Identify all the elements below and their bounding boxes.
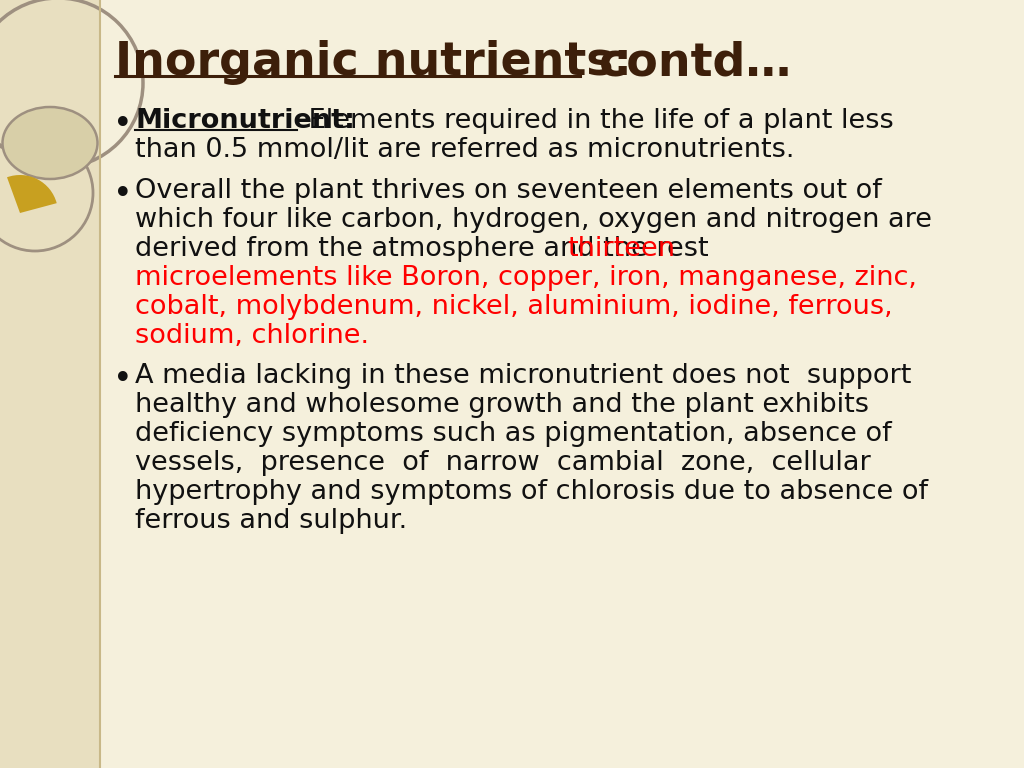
Ellipse shape [2, 107, 97, 179]
FancyBboxPatch shape [0, 0, 100, 768]
Text: derived from the atmosphere and the rest: derived from the atmosphere and the rest [135, 236, 717, 262]
Text: •: • [113, 108, 133, 141]
Text: microelements like Boron, copper, iron, manganese, zinc,: microelements like Boron, copper, iron, … [135, 265, 916, 291]
Text: •: • [113, 178, 133, 211]
Text: Overall the plant thrives on seventeen elements out of: Overall the plant thrives on seventeen e… [135, 178, 882, 204]
Text: than 0.5 mmol/lit are referred as micronutrients.: than 0.5 mmol/lit are referred as micron… [135, 137, 795, 163]
Text: cobalt, molybdenum, nickel, aluminium, iodine, ferrous,: cobalt, molybdenum, nickel, aluminium, i… [135, 294, 893, 320]
Text: deficiency symptoms such as pigmentation, absence of: deficiency symptoms such as pigmentation… [135, 421, 892, 447]
Text: Micronutrient:: Micronutrient: [135, 108, 355, 134]
Text: A media lacking in these micronutrient does not  support: A media lacking in these micronutrient d… [135, 363, 911, 389]
Text: ferrous and sulphur.: ferrous and sulphur. [135, 508, 408, 534]
Text: Elements required in the life of a plant less: Elements required in the life of a plant… [300, 108, 894, 134]
Text: sodium, chlorine.: sodium, chlorine. [135, 323, 369, 349]
Text: •: • [113, 363, 133, 396]
Text: Inorganic nutrients:: Inorganic nutrients: [115, 40, 632, 85]
Text: hypertrophy and symptoms of chlorosis due to absence of: hypertrophy and symptoms of chlorosis du… [135, 479, 928, 505]
Text: healthy and wholesome growth and the plant exhibits: healthy and wholesome growth and the pla… [135, 392, 869, 418]
FancyBboxPatch shape [100, 0, 1024, 768]
Text: vessels,  presence  of  narrow  cambial  zone,  cellular: vessels, presence of narrow cambial zone… [135, 450, 870, 476]
Text: thirteen: thirteen [567, 236, 675, 262]
Text: contd…: contd… [583, 40, 792, 85]
Wedge shape [7, 175, 56, 213]
Text: which four like carbon, hydrogen, oxygen and nitrogen are: which four like carbon, hydrogen, oxygen… [135, 207, 932, 233]
